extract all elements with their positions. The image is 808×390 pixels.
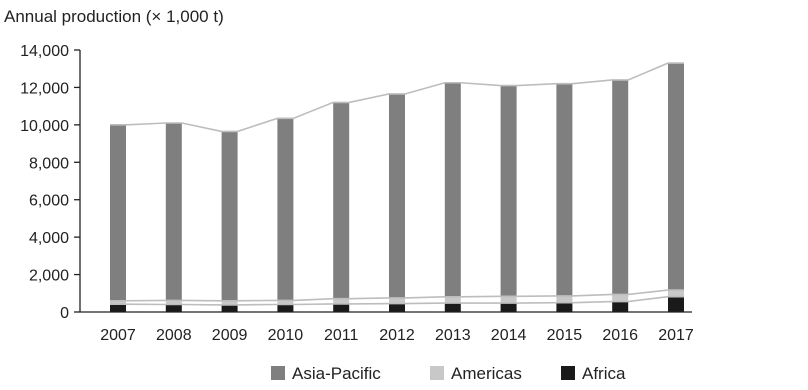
x-tick-label-2013: 2013 <box>435 327 471 344</box>
bar-asia-pacific-2015 <box>556 83 573 296</box>
y-tick-label-10000: 10,000 <box>20 118 69 135</box>
x-tick-label-2012: 2012 <box>379 327 415 344</box>
bar-africa-2008 <box>165 304 182 312</box>
x-tick-label-2010: 2010 <box>268 327 304 344</box>
y-tick-label-6000: 6,000 <box>29 193 69 210</box>
legend-label-africa: Africa <box>582 364 626 383</box>
bar-asia-pacific-2013 <box>444 82 461 297</box>
bar-americas-2016 <box>612 294 629 302</box>
bar-americas-2010 <box>277 300 294 305</box>
x-tick-label-2011: 2011 <box>324 327 359 344</box>
bar-americas-2008 <box>165 300 182 305</box>
connector-line-asia-pacific <box>110 62 684 133</box>
bar-americas-2017 <box>668 290 684 297</box>
axes-layer: 0 2,000 4,000 6,000 8,000 10,000 12,000 14,000 2… <box>20 43 694 344</box>
y-tick-label-8000: 8,000 <box>29 155 69 172</box>
x-tick-label-2016: 2016 <box>602 327 638 344</box>
bar-africa-2010 <box>277 304 294 312</box>
bar-asia-pacific-2009 <box>221 131 238 301</box>
bar-asia-pacific-2010 <box>277 118 294 301</box>
y-tick-label-4000: 4,000 <box>29 230 69 247</box>
y-tick-label-2000: 2,000 <box>29 268 69 285</box>
legend: Asia-Pacific Americas Africa <box>271 364 626 383</box>
bar-americas-2012 <box>389 297 405 304</box>
bar-asia-pacific-2017 <box>668 63 684 291</box>
bar-africa-2011 <box>333 303 350 312</box>
bar-americas-2011 <box>333 298 350 304</box>
legend-swatch-asia-pacific <box>271 366 285 380</box>
bar-americas-2007 <box>110 300 126 305</box>
bar-africa-2013 <box>444 303 461 312</box>
x-tick-label-2007: 2007 <box>100 327 136 344</box>
bar-asia-pacific-2014 <box>500 85 517 297</box>
bar-asia-pacific-2007 <box>110 124 126 301</box>
y-tick-label-0: 0 <box>60 305 69 322</box>
legend-swatch-americas <box>430 366 444 380</box>
connector-line-americas <box>110 289 684 302</box>
legend-swatch-africa <box>561 366 575 380</box>
y-axis-label: Annual production (× 1,000 t) <box>4 7 224 26</box>
bar-asia-pacific-2011 <box>333 102 350 299</box>
legend-label-asia-pacific: Asia-Pacific <box>292 364 381 383</box>
bar-americas-2014 <box>500 296 517 304</box>
bar-asia-pacific-2012 <box>389 93 405 298</box>
y-tick-label-12000: 12,000 <box>20 80 69 97</box>
x-tick-label-2014: 2014 <box>491 327 527 344</box>
bar-africa-2016 <box>612 301 629 312</box>
bar-africa-2007 <box>110 304 126 312</box>
x-tick-label-2008: 2008 <box>156 327 192 344</box>
bar-asia-pacific-2016 <box>612 79 629 295</box>
x-tick-label-2017: 2017 <box>658 327 694 344</box>
connector-lines-layer <box>110 62 684 306</box>
x-tick-label-2015: 2015 <box>547 327 583 344</box>
bar-africa-2009 <box>221 304 238 312</box>
bar-americas-2015 <box>556 295 573 303</box>
bar-africa-2014 <box>500 303 517 312</box>
bars-layer <box>110 63 684 312</box>
bar-americas-2009 <box>221 300 238 305</box>
connector-line-africa <box>110 295 684 306</box>
bar-asia-pacific-2008 <box>165 122 182 301</box>
x-tick-label-2009: 2009 <box>212 327 248 344</box>
y-tick-label-14000: 14,000 <box>20 43 69 60</box>
bar-africa-2012 <box>389 303 405 312</box>
legend-label-americas: Americas <box>451 364 522 383</box>
bar-africa-2015 <box>556 302 573 312</box>
bar-africa-2017 <box>668 296 684 312</box>
bar-americas-2013 <box>444 296 461 304</box>
